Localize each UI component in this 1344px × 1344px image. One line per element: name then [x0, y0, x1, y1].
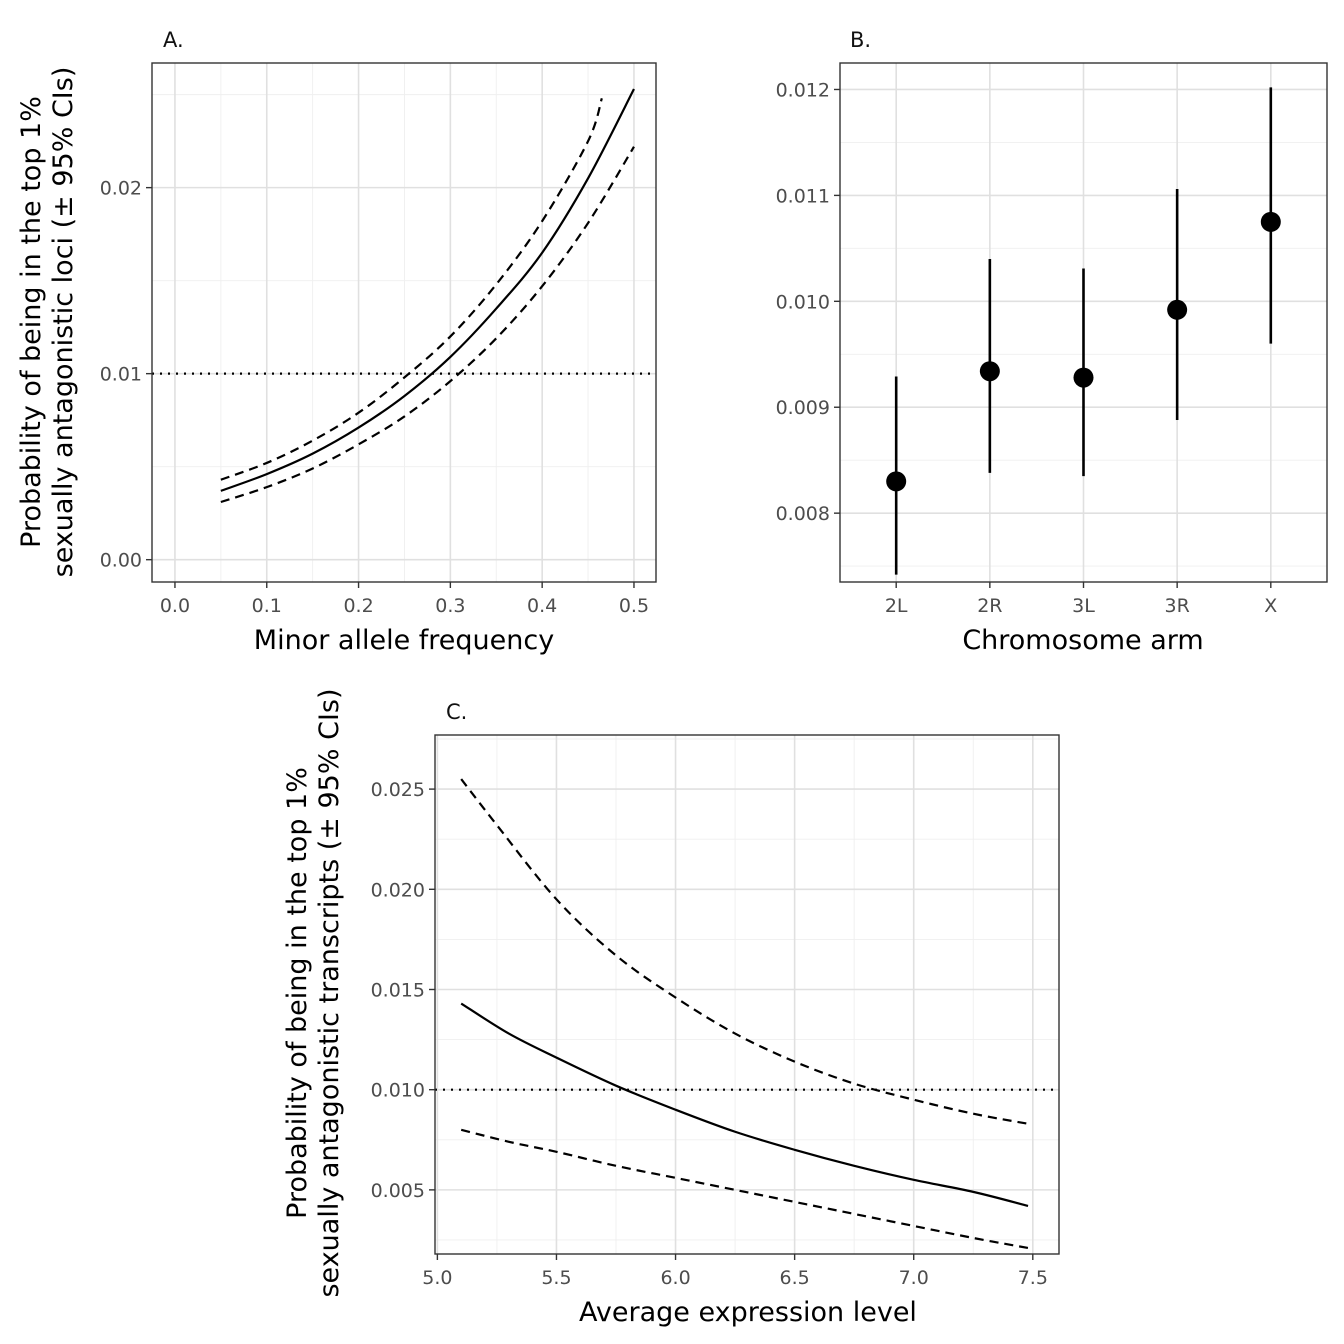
panel-c-x-tick-label: 5.5 — [541, 1267, 571, 1289]
panel-a-lower-ci-line — [220, 146, 635, 504]
panel-b-y-tick-label: 0.009 — [776, 397, 830, 419]
panel-c-y-tick-label: 0.005 — [371, 1180, 425, 1202]
panel-b-label: B. — [850, 28, 871, 52]
panel-a-x-tick-label: 0.1 — [252, 595, 282, 617]
panel-a-x-axis-title: Minor allele frequency — [254, 625, 554, 656]
panel-b-chromosome-arm: B. 2L 2R 3L 3R X 0.008 0.009 0.010 0.011 0.012 Ch… — [776, 28, 1328, 656]
panel-a-minor-allele-frequency: A. 0.0 0.1 0.2 0.3 0.4 0.5 0.00 0.01 0.02 Minor … — [16, 28, 657, 656]
panel-c-y-tick-label: 0.010 — [371, 1080, 425, 1102]
panel-b-x-tick-label: 2L — [885, 595, 908, 617]
panel-b-point-2L — [886, 471, 907, 492]
panel-a-label: A. — [163, 28, 184, 52]
panel-c-expression-level: C. 5.0 5.5 6.0 6.5 7.0 7.5 0.005 0.010 0.015 0.02… — [282, 688, 1060, 1328]
panel-a-upper-ci-line — [220, 98, 603, 481]
panel-c-y-tick-label: 0.020 — [371, 879, 425, 901]
panel-b-point-2R — [979, 361, 1000, 382]
panel-b-y-tick-label: 0.012 — [776, 79, 830, 101]
panel-c-y-axis-title-line-2: sexually antagonistic transcripts (± 95%… — [314, 688, 345, 1297]
panel-c-lower-ci-line — [460, 1128, 1029, 1250]
panel-c-x-tick-label: 7.5 — [1018, 1267, 1048, 1289]
panel-c-x-tick-label: 6.0 — [660, 1267, 690, 1289]
panel-b-point-3L — [1073, 367, 1094, 388]
panel-a-fit-line — [220, 88, 635, 492]
panel-c-y-tick-label: 0.025 — [371, 779, 425, 801]
panel-a-y-axis-title-line-1: Probability of being in the top 1% — [16, 96, 47, 548]
panel-a-x-tick-label: 0.4 — [527, 595, 557, 617]
panel-b-x-tick-label: X — [1264, 595, 1277, 617]
panel-a-x-tick-label: 0.0 — [160, 595, 190, 617]
panel-c-frame — [434, 734, 1060, 1255]
panel-b-y-tick-label: 0.010 — [776, 291, 830, 313]
panel-c-fit-line — [460, 1002, 1029, 1207]
panel-c-upper-ci-line — [460, 778, 1029, 1125]
panel-b-x-tick-label: 2R — [977, 595, 1002, 617]
panel-c-label: C. — [446, 700, 467, 724]
panel-b-x-tick-label: 3R — [1165, 595, 1190, 617]
panel-c-x-tick-label: 5.0 — [422, 1267, 452, 1289]
panel-c-x-axis-title: Average expression level — [579, 1297, 917, 1328]
panel-c-x-tick-label: 6.5 — [780, 1267, 810, 1289]
panel-b-point-3R — [1167, 299, 1188, 320]
panel-a-x-tick-label: 0.2 — [343, 595, 373, 617]
panel-b-y-tick-label: 0.008 — [776, 503, 830, 525]
panel-c-y-tick-label: 0.015 — [371, 979, 425, 1001]
panel-b-x-tick-label: 3L — [1072, 595, 1095, 617]
panel-a-y-tick-label: 0.02 — [100, 178, 142, 200]
panel-a-y-tick-label: 0.00 — [100, 550, 142, 572]
panel-b-y-tick-label: 0.011 — [776, 185, 830, 207]
panel-c-y-axis-title-line-1: Probability of being in the top 1% — [282, 767, 313, 1219]
panel-a-x-tick-label: 0.5 — [619, 595, 649, 617]
panel-a-y-tick-label: 0.01 — [100, 364, 142, 386]
panel-b-x-axis-title: Chromosome arm — [962, 625, 1203, 656]
panel-a-y-axis-title-line-2: sexually antagonistic loci (± 95% CIs) — [48, 67, 79, 578]
panel-a-x-tick-label: 0.3 — [435, 595, 465, 617]
panel-a-frame — [151, 62, 657, 583]
panel-b-point-X — [1260, 211, 1281, 232]
panel-c-x-tick-label: 7.0 — [899, 1267, 929, 1289]
